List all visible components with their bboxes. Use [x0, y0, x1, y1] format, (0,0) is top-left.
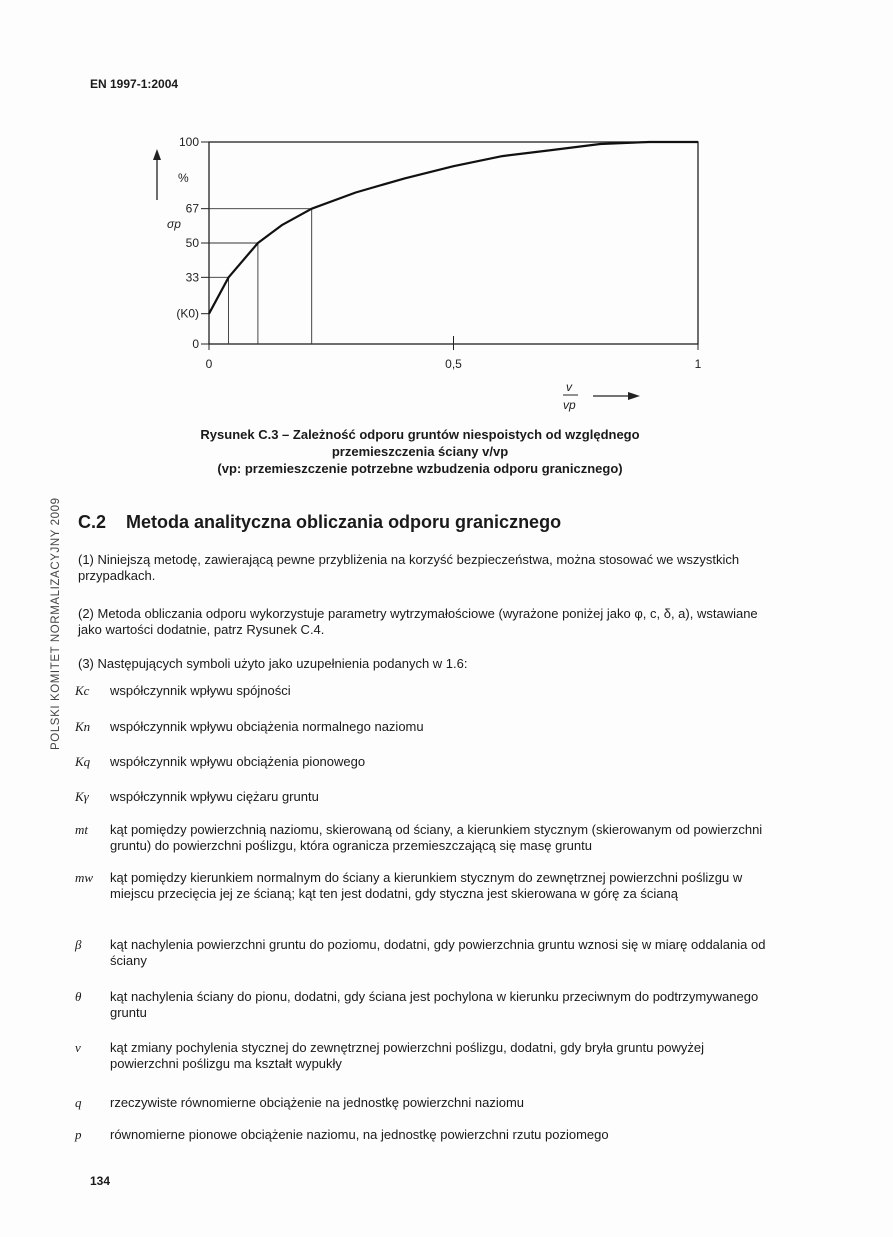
paragraph-3: (3) Następujących symboli użyto jako uzu… [78, 656, 468, 671]
data-curve [208, 140, 698, 315]
page-number: 134 [90, 1174, 111, 1188]
caption-line: (vp: przemieszczenie potrzebne wzbudzeni… [217, 461, 623, 476]
figure-chart: 0 (K0) 33 50 67 100 0 0,5 1 σp % v vp [153, 135, 702, 412]
symbol: Kq [75, 754, 91, 769]
symbol: Kγ [75, 789, 89, 804]
symbol: mw [75, 870, 94, 885]
y-tick-label: (K0) [176, 307, 199, 321]
y-axis-label: σp [167, 217, 181, 231]
symbol-definition: współczynnik wpływu spójności [110, 683, 291, 698]
symbol: q [75, 1095, 82, 1110]
symbol: Kn [75, 719, 91, 734]
y-axis-arrowhead [153, 149, 161, 160]
x-axis-label-numerator: v [566, 380, 573, 394]
symbol: β [75, 937, 82, 952]
section-heading: C.2 Metoda analityczna obliczania odporu … [78, 512, 561, 533]
symbol-definition: kąt pomiędzy kierunkiem normalnym do ści… [110, 870, 743, 901]
symbol: mt [75, 822, 88, 837]
section-number: C.2 [78, 512, 107, 532]
symbol-definition: kąt nachylenia ściany do pionu, dodatni,… [110, 989, 759, 1020]
symbol-definition: współczynnik wpływu obciążenia pionowego [110, 754, 366, 769]
y-tick-label: 0 [192, 337, 199, 351]
watermark-side-text: POLSKI KOMITET NORMALIZACYJNY 2009 [50, 497, 62, 750]
y-tick-label: 67 [186, 202, 200, 216]
symbol-definition: kąt pomiędzy powierzchnią naziomu, skier… [110, 822, 763, 853]
caption-line: Rysunek C.3 – Zależność odporu gruntów n… [200, 427, 640, 442]
symbol-definition: rzeczywiste równomierne obciążenie na je… [110, 1095, 525, 1110]
symbol-definition: kąt zmiany pochylenia stycznej do zewnęt… [110, 1040, 704, 1071]
document-header: EN 1997-1:2004 [90, 77, 179, 91]
symbol-definition: równomierne pionowe obciążenie naziomu, … [110, 1127, 609, 1142]
section-title: Metoda analityczna obliczania odporu gra… [126, 512, 562, 532]
symbol: Kc [75, 683, 90, 698]
x-axis-label-denominator: vp [563, 398, 576, 412]
x-tick-label: 0 [206, 357, 213, 371]
paragraph-2: (2) Metoda obliczania odporu wykorzystuj… [78, 606, 758, 637]
paragraph-1: (1) Niniejszą metodę, zawierającą pewne … [78, 552, 740, 583]
y-axis-unit: % [178, 171, 189, 185]
symbol: θ [75, 989, 82, 1004]
symbol: p [75, 1127, 82, 1142]
caption-line: przemieszczenia ściany v/vp [331, 444, 509, 459]
y-tick-label: 50 [186, 236, 200, 250]
y-tick-label: 33 [186, 270, 200, 284]
x-tick-label: 1 [695, 357, 702, 371]
symbol-definition: kąt nachylenia powierzchni gruntu do poz… [110, 937, 766, 968]
symbol-definition: współczynnik wpływu obciążenia normalneg… [110, 719, 424, 734]
plot-frame [208, 141, 699, 345]
x-axis-arrowhead [628, 392, 640, 400]
symbol-definition: współczynnik wpływu ciężaru gruntu [110, 789, 319, 804]
symbol: ν [75, 1040, 81, 1055]
x-tick-label: 0,5 [445, 357, 462, 371]
figure-caption: Rysunek C.3 – Zależność odporu gruntów n… [150, 426, 690, 477]
y-tick-label: 100 [179, 135, 199, 149]
